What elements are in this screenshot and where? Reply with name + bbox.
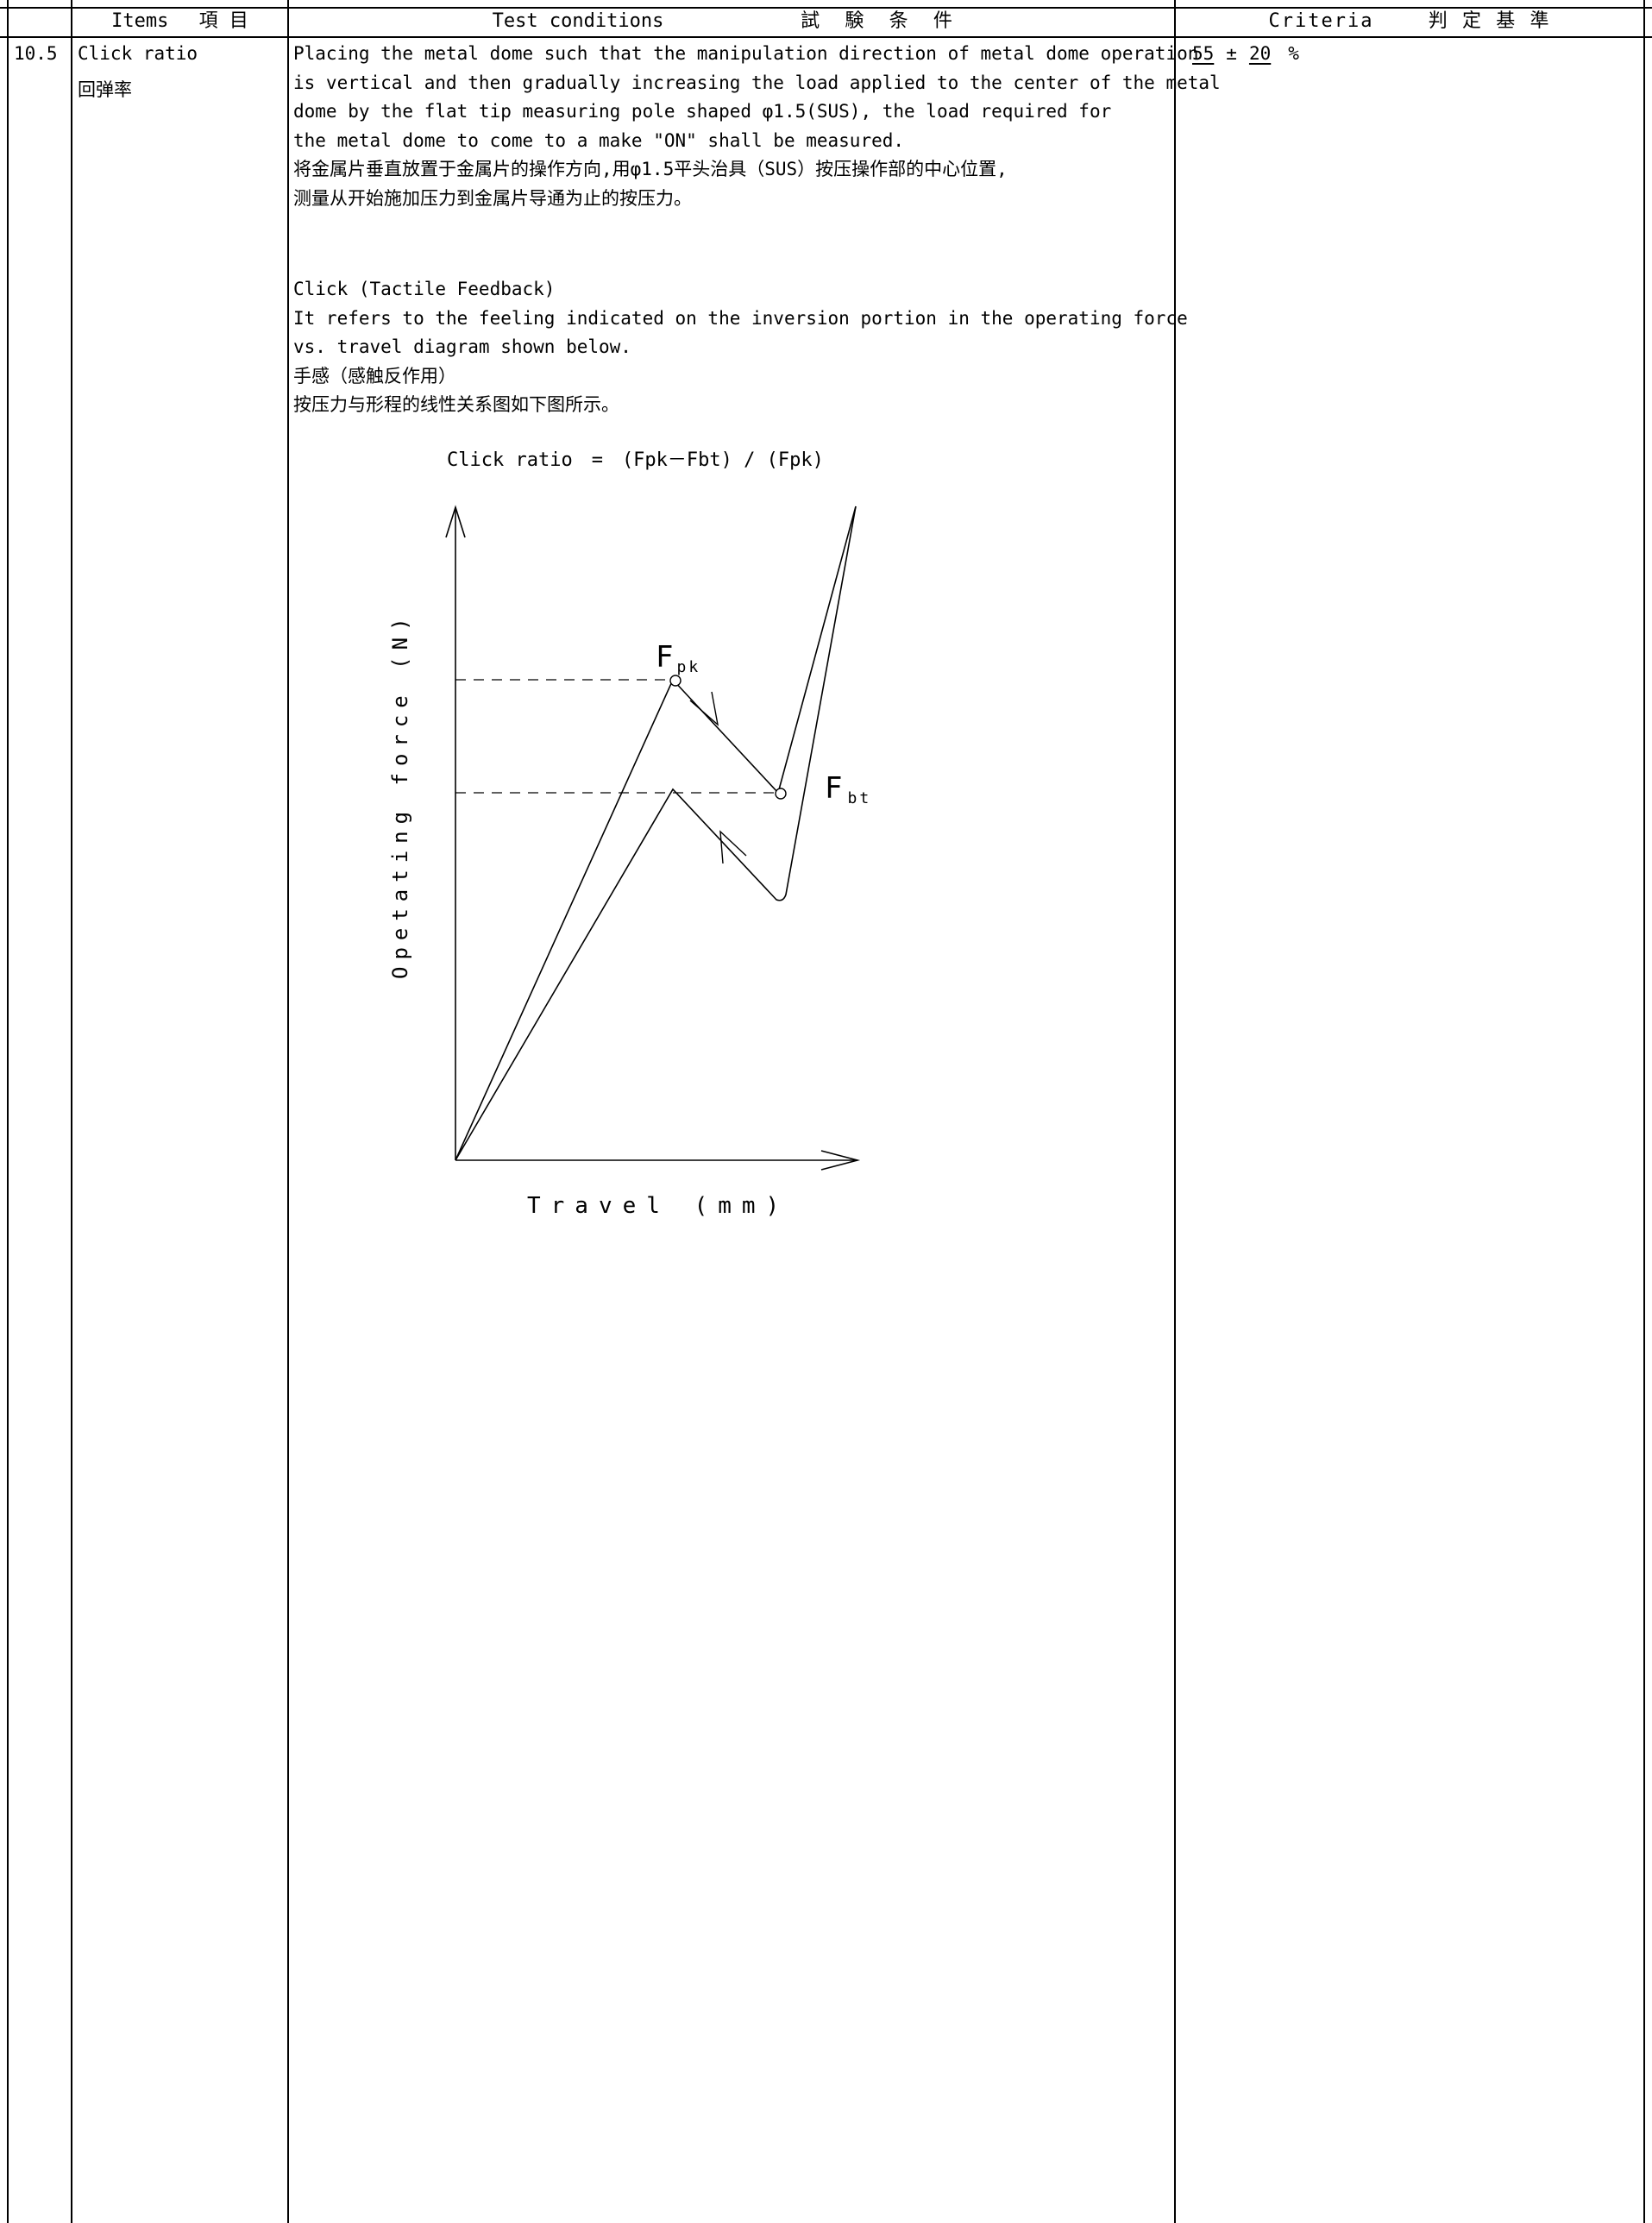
return-curve xyxy=(455,506,857,1161)
x-axis-label: Travel (mm) xyxy=(527,1193,789,1219)
click-line: vs. travel diagram shown below. xyxy=(293,336,631,357)
left-border xyxy=(7,0,9,2223)
conditions-line: 将金属片垂直放置于金属片的操作方向,用φ1.5平头治具（SUS）按压操作部的中心… xyxy=(293,159,1008,179)
press-curve xyxy=(455,506,857,1161)
top-border xyxy=(0,7,1652,9)
fpk-label-main: F xyxy=(656,640,673,675)
criteria-value: 55 xyxy=(1192,43,1215,64)
conditions-en: Placing the metal dome such that the man… xyxy=(293,40,1221,213)
conditions-line: Placing the metal dome such that the man… xyxy=(293,43,1199,64)
x-axis-arrowhead xyxy=(820,1150,861,1171)
fpk-marker xyxy=(669,675,682,687)
y-axis-label: Opetating force (N) xyxy=(388,611,412,979)
click-line: 按压力与形程的线性关系图如下图所示。 xyxy=(293,394,619,415)
conditions-column-divider xyxy=(1174,0,1176,2223)
criteria-unit: % xyxy=(1288,43,1299,64)
items-column-divider xyxy=(287,0,289,2223)
fbt-label-sub: bt xyxy=(847,789,871,807)
header-criteria: Criteria 判 定 基 準 xyxy=(1268,10,1551,32)
criteria: 55 ±20% xyxy=(1184,40,1299,67)
conditions-line: dome by the flat tip measuring pole shap… xyxy=(293,101,1112,122)
conditions-line: 测量从开始施加压力到金属片导通为止的按压力。 xyxy=(293,187,692,209)
fbt-label-main: F xyxy=(825,771,842,806)
press-direction-arrow xyxy=(689,691,719,726)
header-items: Items 項 目 xyxy=(111,10,248,32)
item-name-en: Click ratio xyxy=(78,43,198,64)
conditions-line: the metal dome to come to a make "ON" sh… xyxy=(293,129,905,151)
header-test-conditions: Test conditions xyxy=(492,10,664,32)
click-description: Click (Tactile Feedback) It refers to th… xyxy=(293,275,1188,420)
header-divider xyxy=(0,36,1652,38)
item-name-cn: 回弹率 xyxy=(78,79,132,100)
fpk-label-sub: pk xyxy=(676,658,700,676)
right-border xyxy=(1643,0,1645,2223)
click-ratio-formula: Click ratio = (Fpk－Fbt) / (Fpk) xyxy=(447,449,824,471)
header-test-conditions-jp: 試 験 条 件 xyxy=(801,10,959,32)
criteria-tolerance: 20 xyxy=(1248,43,1272,64)
fbt-marker xyxy=(775,788,787,800)
click-line: It refers to the feeling indicated on th… xyxy=(293,307,1188,329)
number-column-divider xyxy=(71,0,72,2223)
criteria-plus-minus: ± xyxy=(1226,43,1237,64)
click-line: 手感（感触反作用） xyxy=(293,365,456,386)
row-number: 10.5 xyxy=(14,43,58,64)
return-direction-arrow xyxy=(719,830,747,864)
conditions-line: is vertical and then gradually increasin… xyxy=(293,72,1221,93)
click-line: Click (Tactile Feedback) xyxy=(293,279,556,299)
y-axis-arrowhead xyxy=(445,505,466,538)
